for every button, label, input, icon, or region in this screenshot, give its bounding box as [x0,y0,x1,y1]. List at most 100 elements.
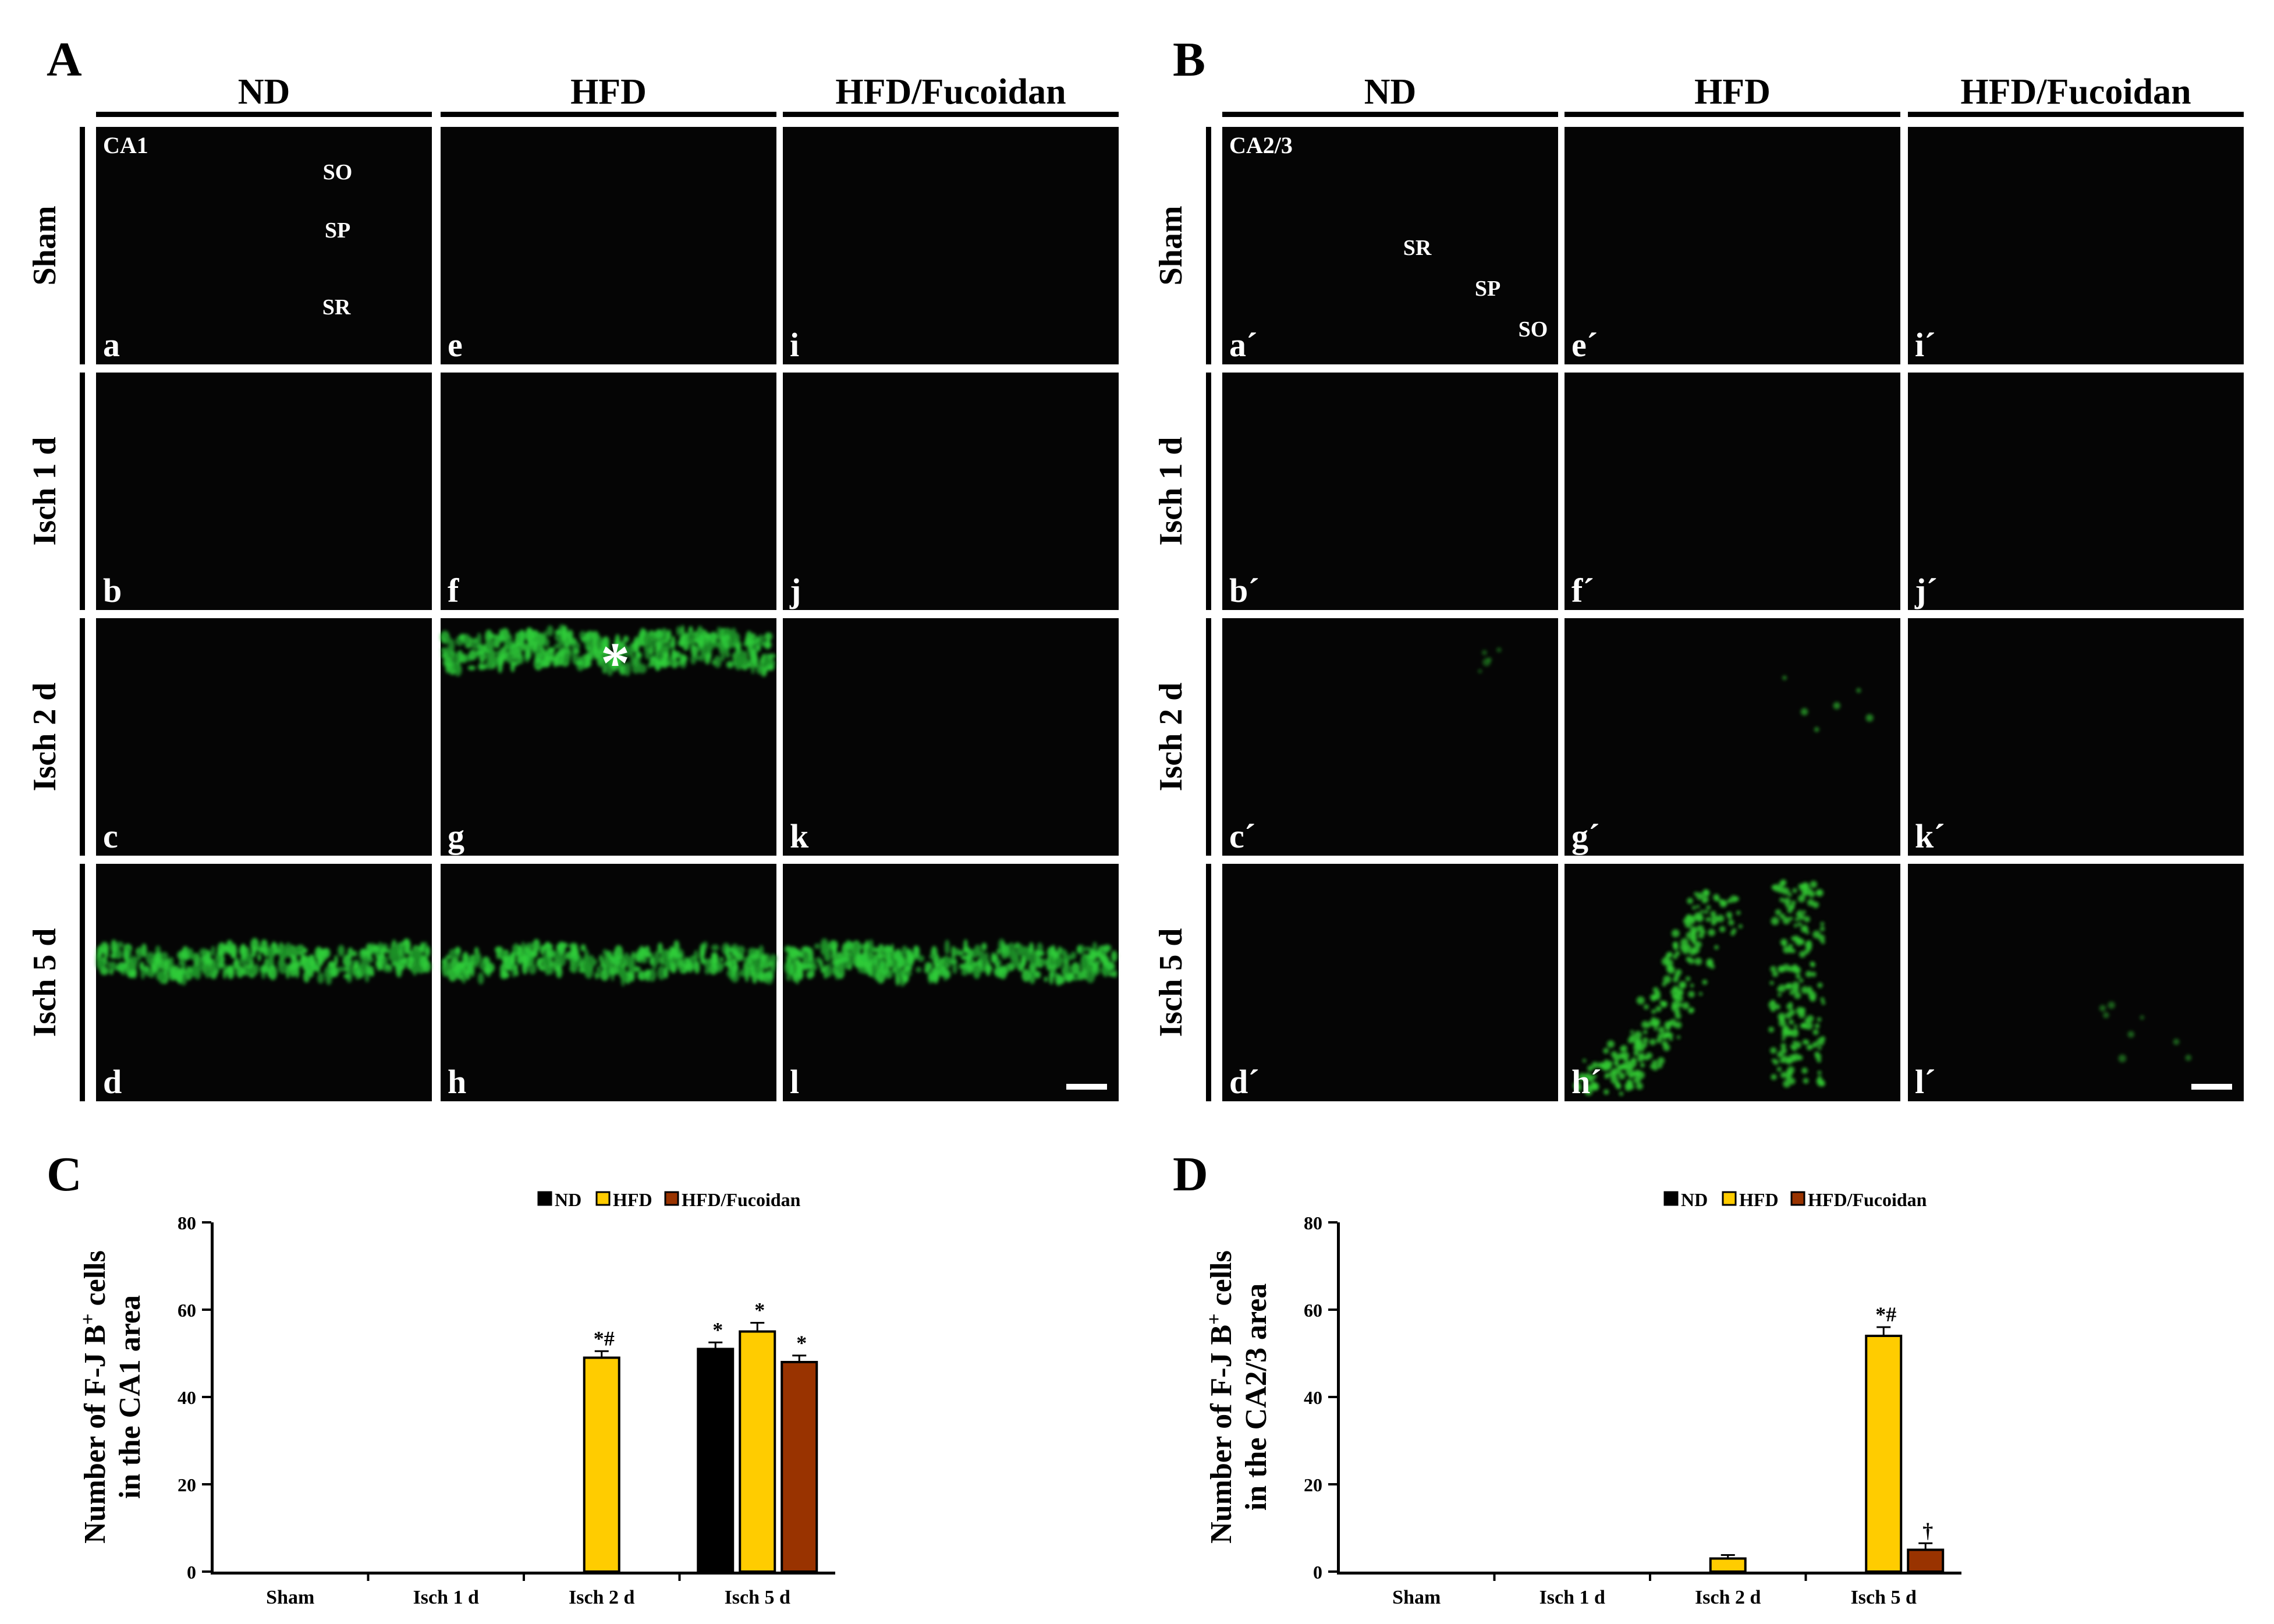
fj-b-positive-cell [1789,916,1793,921]
subpanel-label: a´ [1229,326,1257,364]
fj-b-positive-cell [620,971,626,987]
row-rule [80,373,85,610]
legend-label-hfd: HFD [613,1189,652,1210]
fj-b-positive-cell [443,658,453,668]
fj-b-positive-cell [1669,1037,1673,1041]
fj-b-positive-cell [591,958,598,966]
fj-b-positive-cell [501,627,510,642]
fj-b-positive-cell [535,657,541,664]
fj-b-positive-cell [1780,1043,1786,1049]
fj-b-positive-cell [604,644,610,654]
bar-hfd-isch-5-d [739,1330,776,1573]
fj-b-positive-cell [1656,1037,1662,1044]
micrograph-h: h [441,864,777,1101]
micrograph-background [783,373,1119,610]
micrograph-b-prime: b´ [1222,373,1558,610]
fj-b-positive-cell [1811,971,1817,977]
fj-b-positive-cell [268,965,278,980]
x-tick-label: Isch 1 d [1539,1587,1605,1608]
fj-b-positive-cell [732,965,736,978]
fj-b-positive-cell [1642,1037,1648,1044]
fj-b-positive-cell [1001,942,1006,954]
fj-b-positive-cell [995,962,999,967]
fj-b-positive-cell [806,971,813,979]
fj-b-positive-cell [802,951,810,964]
fj-b-positive-cell [671,651,679,660]
fj-b-positive-cell [1636,1082,1643,1090]
fj-b-positive-cell [1657,1057,1665,1065]
fj-b-positive-cell [1672,985,1679,992]
fj-b-positive-cell [226,965,235,980]
fj-b-positive-cell [1730,895,1737,903]
fj-b-positive-cell [1600,1062,1609,1070]
fj-b-positive-cell [906,949,912,961]
fj-b-positive-cell [1046,946,1055,959]
fj-b-positive-cell [1643,1030,1648,1034]
scale-bar [1066,1084,1107,1090]
fj-b-positive-cell [953,948,960,956]
fluorescent-cells [1478,647,1502,673]
fj-b-positive-cell [169,966,176,981]
fj-b-positive-cell [1496,647,1502,653]
subpanel-label: l [790,1063,799,1101]
column-header-1: HFD [1694,72,1771,112]
fj-b-positive-cell [160,952,169,962]
fj-b-positive-cell [236,965,244,978]
y-label-text: Number of F-J B [79,1325,112,1544]
fj-b-positive-cell [445,636,452,645]
fj-b-positive-cell [654,951,660,965]
fj-b-positive-cell [478,663,484,671]
fj-b-positive-cell [525,627,534,643]
fj-b-positive-cell [862,949,868,963]
y-label-sup: + [1204,1313,1225,1324]
layer-label-sp: SP [1475,276,1500,301]
bar-hfd-fucoidan-isch-5-d [1907,1548,1945,1573]
panel-letter-b: B [1173,33,1205,87]
fj-b-positive-cell [500,971,508,980]
column-rule [96,112,432,117]
micrograph-j-prime: j´ [1908,373,2244,610]
fj-b-positive-cell [1087,954,1094,965]
fj-b-positive-cell [725,945,730,959]
fj-b-positive-cell [596,966,601,973]
fj-b-positive-cell [295,965,300,978]
x-tick [523,1572,525,1581]
fj-b-positive-cell [1675,1021,1682,1029]
fj-b-positive-cell [1674,945,1678,949]
fj-b-positive-cell [1768,1026,1775,1033]
fj-b-positive-cell [1783,898,1791,906]
layer-label-sr: SR [322,295,351,320]
asterisk-marker: * [601,630,630,695]
micrograph-background [1565,618,1900,856]
fj-b-positive-cell [1799,951,1806,958]
fj-b-positive-cell [1652,1060,1658,1066]
fj-b-positive-cell [1802,910,1806,914]
fj-b-positive-cell [1800,925,1808,933]
fj-b-positive-cell [547,625,554,637]
fj-b-positive-cell [637,970,647,981]
fj-b-positive-cell [1818,1046,1822,1050]
fj-b-positive-cell [1738,924,1743,929]
fj-b-positive-cell [814,943,820,949]
fj-b-positive-cell [477,632,482,646]
fj-b-positive-cell [638,958,648,964]
fj-b-positive-cell [556,944,563,952]
fj-b-positive-cell [1791,981,1800,989]
micrograph-background [1908,373,2244,610]
fj-b-positive-cell [771,963,776,974]
legend-swatch-nd [537,1191,552,1206]
subpanel-label: j´ [1914,572,1938,609]
fj-b-positive-cell [1698,932,1704,939]
y-tick-label: 20 [1304,1474,1322,1495]
fj-b-positive-cell [860,943,864,951]
fj-b-positive-cell [1821,1001,1826,1005]
fj-b-positive-cell [1778,1016,1785,1022]
fj-b-positive-cell [1772,884,1778,890]
fj-b-positive-cell [1680,983,1685,988]
fj-b-positive-cell [1771,1058,1776,1062]
fj-b-positive-cell [1816,1038,1825,1046]
fj-b-positive-cell [395,962,403,978]
fj-b-positive-cell [701,648,706,658]
fj-b-positive-cell [1605,1073,1609,1077]
fj-b-positive-cell [1810,995,1816,1002]
